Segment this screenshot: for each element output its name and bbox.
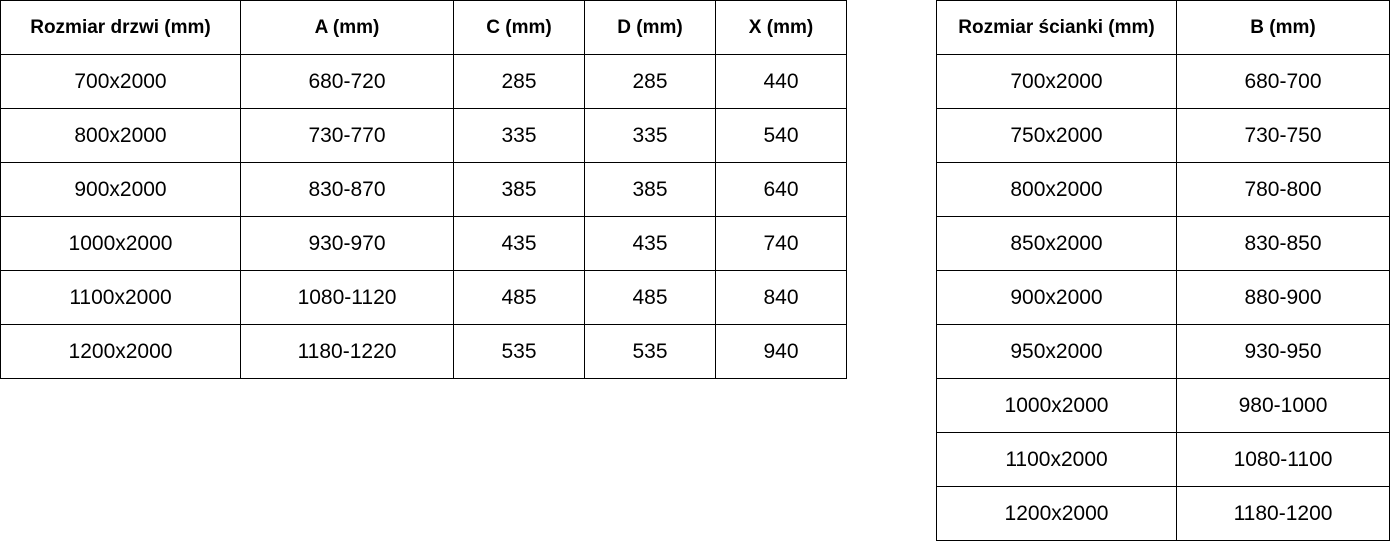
table-cell: 830-870 (240, 162, 454, 217)
column-header: D (mm) (584, 0, 716, 55)
table-cell: 385 (584, 162, 716, 217)
table-cell: 930-970 (240, 216, 454, 271)
table-cell: 1200x2000 (936, 486, 1177, 541)
table-cell: 700x2000 (0, 54, 241, 109)
table-cell: 535 (453, 324, 585, 379)
column-header: Rozmiar ścianki (mm) (936, 0, 1177, 55)
table-cell: 950x2000 (936, 324, 1177, 379)
table-cell: 435 (453, 216, 585, 271)
door-size-table: Rozmiar drzwi (mm) A (mm) C (mm) D (mm) X (m… (0, 0, 847, 379)
table-cell: 440 (715, 54, 847, 109)
table-row: 800x2000 780-800 (936, 162, 1390, 217)
table-cell: 750x2000 (936, 108, 1177, 163)
table-cell: 800x2000 (936, 162, 1177, 217)
table-row: 1200x2000 1180-1200 (936, 486, 1390, 541)
table-cell: 640 (715, 162, 847, 217)
table-cell: 900x2000 (936, 270, 1177, 325)
table-cell: 1200x2000 (0, 324, 241, 379)
table-cell: 435 (584, 216, 716, 271)
table-cell: 1100x2000 (936, 432, 1177, 487)
table-cell: 900x2000 (0, 162, 241, 217)
table-cell: 740 (715, 216, 847, 271)
table-cell: 1180-1220 (240, 324, 454, 379)
column-header: A (mm) (240, 0, 454, 55)
table-cell: 1000x2000 (936, 378, 1177, 433)
table-cell: 1080-1120 (240, 270, 454, 325)
table-cell: 1180-1200 (1176, 486, 1390, 541)
table-cell: 840 (715, 270, 847, 325)
table-row: 750x2000 730-750 (936, 108, 1390, 163)
column-header: C (mm) (453, 0, 585, 55)
table-row: 1000x2000 930-970 435 435 740 (0, 216, 847, 271)
table-row: 1100x2000 1080-1100 (936, 432, 1390, 487)
column-header: B (mm) (1176, 0, 1390, 55)
table-row: 800x2000 730-770 335 335 540 (0, 108, 847, 163)
table-cell: 385 (453, 162, 585, 217)
table-cell: 285 (584, 54, 716, 109)
table-row: 900x2000 830-870 385 385 640 (0, 162, 847, 217)
table-cell: 1000x2000 (0, 216, 241, 271)
table-row: 1000x2000 980-1000 (936, 378, 1390, 433)
column-header: X (mm) (715, 0, 847, 55)
table-row: 700x2000 680-720 285 285 440 (0, 54, 847, 109)
wall-size-table: Rozmiar ścianki (mm) B (mm) 700x2000 680-7… (936, 0, 1390, 541)
table-cell: 730-750 (1176, 108, 1390, 163)
table-row: 1200x2000 1180-1220 535 535 940 (0, 324, 847, 379)
table-cell: 680-720 (240, 54, 454, 109)
header-row: Rozmiar ścianki (mm) B (mm) (936, 0, 1390, 55)
table-row: 1100x2000 1080-1120 485 485 840 (0, 270, 847, 325)
table-cell: 1080-1100 (1176, 432, 1390, 487)
table-cell: 980-1000 (1176, 378, 1390, 433)
table-cell: 930-950 (1176, 324, 1390, 379)
table-row: 700x2000 680-700 (936, 54, 1390, 109)
table-cell: 540 (715, 108, 847, 163)
table-row: 950x2000 930-950 (936, 324, 1390, 379)
column-header: Rozmiar drzwi (mm) (0, 0, 241, 55)
table-cell: 780-800 (1176, 162, 1390, 217)
table-cell: 850x2000 (936, 216, 1177, 271)
table-cell: 700x2000 (936, 54, 1177, 109)
table-cell: 730-770 (240, 108, 454, 163)
table-row: 850x2000 830-850 (936, 216, 1390, 271)
table-cell: 335 (453, 108, 585, 163)
table-cell: 680-700 (1176, 54, 1390, 109)
table-cell: 800x2000 (0, 108, 241, 163)
table-cell: 940 (715, 324, 847, 379)
table-cell: 830-850 (1176, 216, 1390, 271)
table-cell: 485 (584, 270, 716, 325)
table-cell: 485 (453, 270, 585, 325)
table-cell: 880-900 (1176, 270, 1390, 325)
table-cell: 535 (584, 324, 716, 379)
table-cell: 335 (584, 108, 716, 163)
table-cell: 1100x2000 (0, 270, 241, 325)
header-row: Rozmiar drzwi (mm) A (mm) C (mm) D (mm) X (m… (0, 0, 847, 55)
table-cell: 285 (453, 54, 585, 109)
table-row: 900x2000 880-900 (936, 270, 1390, 325)
